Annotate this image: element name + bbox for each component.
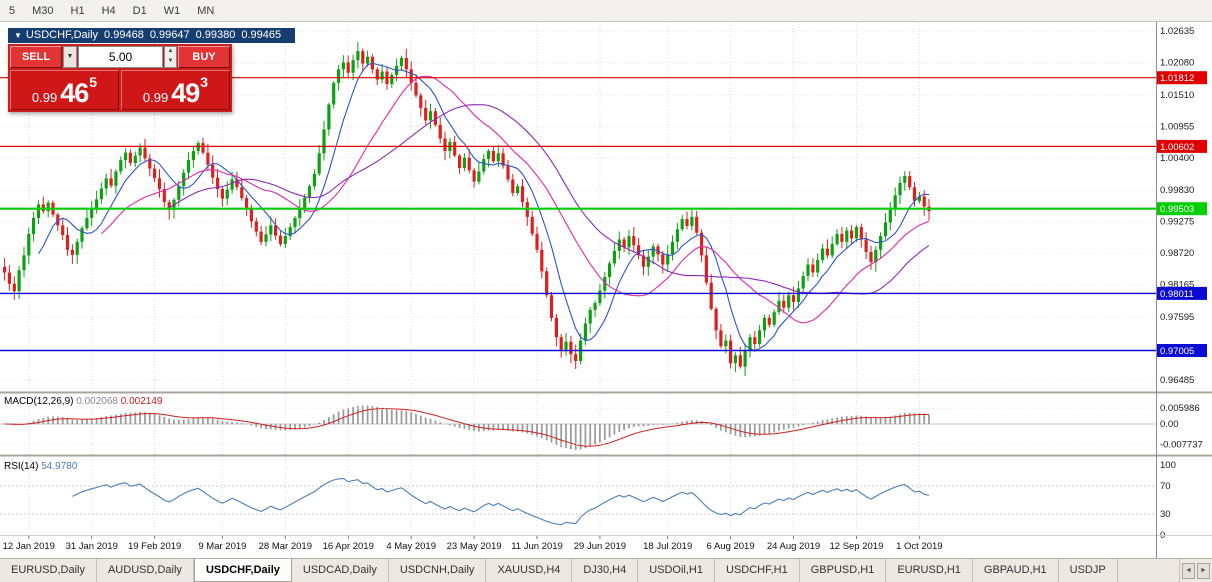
svg-text:0.00: 0.00 — [1160, 419, 1179, 430]
timeframe-button-h4[interactable]: H4 — [94, 3, 124, 19]
sell-button[interactable]: SELL — [10, 46, 62, 68]
ohlc-low: 0.99380 — [195, 29, 236, 41]
timeframe-button-d1[interactable]: D1 — [125, 3, 155, 19]
chart-tab-usdchf-daily[interactable]: USDCHF,Daily — [193, 559, 292, 582]
date-axis: 12 Jan 2019 31 Jan 2019 19 Feb 2019 9 Mar 2… — [3, 536, 943, 552]
volume-increase-button[interactable]: ▲ — [167, 48, 174, 54]
tabs-scroll-left-button[interactable]: ◄ — [1182, 562, 1195, 579]
rsi-label: RSI(14) 54.9780 — [4, 461, 78, 472]
chart-tab-usdjp[interactable]: USDJP — [1059, 559, 1118, 582]
svg-text:0.98011: 0.98011 — [1160, 289, 1194, 300]
sell-price-tile[interactable]: 0.99 46 5 — [10, 70, 119, 110]
timeframe-button-m30[interactable]: M30 — [24, 3, 61, 19]
svg-text:6 Aug 2019: 6 Aug 2019 — [707, 541, 755, 552]
svg-text:100: 100 — [1160, 460, 1176, 471]
macd-panel: 0.005986 0.00 -0.007737 MACD(12,26,9) 0.002… — [0, 396, 1203, 451]
svg-text:16 Apr 2019: 16 Apr 2019 — [323, 541, 374, 552]
chart-tab-gbpaud-h1[interactable]: GBPAUD,H1 — [973, 559, 1059, 582]
chart-tab-dj30-h4[interactable]: DJ30,H4 — [572, 559, 639, 582]
svg-text:0.98165: 0.98165 — [1160, 280, 1194, 291]
volume-input[interactable] — [78, 46, 163, 68]
svg-text:12 Jan 2019: 12 Jan 2019 — [3, 541, 55, 552]
bid-price-big-digits: 46 — [60, 78, 89, 108]
chart-tab-usdcad-daily[interactable]: USDCAD,Daily — [292, 559, 389, 582]
chart-tab-audusd-daily[interactable]: AUDUSD,Daily — [97, 559, 194, 582]
grid — [0, 22, 1156, 535]
chart-tab-usdchf-h1[interactable]: USDCHF,H1 — [715, 559, 800, 582]
svg-text:0.97595: 0.97595 — [1160, 312, 1194, 323]
ohlc-close: 0.99465 — [241, 29, 282, 41]
svg-text:1.01510: 1.01510 — [1160, 90, 1194, 101]
bid-price-prefix: 0.99 — [31, 90, 58, 105]
svg-text:0.99830: 0.99830 — [1160, 185, 1194, 196]
svg-text:70: 70 — [1160, 481, 1171, 492]
svg-text:30: 30 — [1160, 509, 1171, 520]
chart-tab-gbpusd-h1[interactable]: GBPUSD,H1 — [800, 559, 887, 582]
volume-decrease-button[interactable]: ▼ — [167, 58, 174, 64]
svg-text:4 May 2019: 4 May 2019 — [386, 541, 436, 552]
svg-text:1.02635: 1.02635 — [1160, 26, 1194, 37]
svg-text:0.99275: 0.99275 — [1160, 217, 1194, 228]
timeframe-button-w1[interactable]: W1 — [156, 3, 189, 19]
timeframe-toolbar: 5 M30 H1 H4 D1 W1 MN — [0, 0, 1212, 22]
svg-text:1.00955: 1.00955 — [1160, 121, 1194, 132]
moving-average-lines — [38, 62, 930, 352]
svg-text:0.99503: 0.99503 — [1160, 204, 1194, 215]
svg-text:19 Feb 2019: 19 Feb 2019 — [128, 541, 181, 552]
svg-text:23 May 2019: 23 May 2019 — [447, 541, 502, 552]
svg-text:-0.007737: -0.007737 — [1160, 440, 1203, 451]
timeframe-button-5[interactable]: 5 — [1, 3, 23, 19]
buy-price-tile[interactable]: 0.99 49 3 — [121, 70, 230, 110]
chart-tabs: EURUSD,Daily AUDUSD,Daily USDCHF,Daily USDC… — [0, 558, 1212, 582]
chart-tabs-strip: EURUSD,Daily AUDUSD,Daily USDCHF,Daily USDC… — [0, 559, 1212, 582]
chart-symbol-label: USDCHF,Daily — [25, 29, 99, 41]
svg-text:18 Jul 2019: 18 Jul 2019 — [643, 541, 692, 552]
chart-tab-usdcnh-daily[interactable]: USDCNH,Daily — [389, 559, 487, 582]
ohlc-open: 0.99468 — [104, 29, 144, 41]
timeframe-button-mn[interactable]: MN — [189, 3, 222, 19]
tabs-scroll-arrows: ◄ ► — [1179, 559, 1212, 582]
svg-text:0.96485: 0.96485 — [1160, 375, 1194, 386]
svg-text:1 Oct 2019: 1 Oct 2019 — [896, 541, 942, 552]
price-axis: 1.02635 1.02080 1.01510 1.00955 1.00400 0.998… — [1157, 26, 1207, 386]
svg-text:1.00400: 1.00400 — [1160, 153, 1194, 164]
chart-tab-usdoil-h1[interactable]: USDOil,H1 — [638, 559, 715, 582]
usdchf-daily-chart[interactable]: 0.005986 0.00 -0.007737 MACD(12,26,9) 0.002… — [0, 22, 1212, 558]
collapse-triangle-icon[interactable]: ▼ — [14, 31, 22, 40]
chart-ohlc-header: ▼ USDCHF,Daily 0.99468 0.99647 0.99380 0.9946… — [8, 28, 296, 43]
chart-tab-xauusd-h4[interactable]: XAUUSD,H4 — [486, 559, 573, 582]
svg-text:0.97005: 0.97005 — [1160, 346, 1194, 357]
svg-text:24 Aug 2019: 24 Aug 2019 — [767, 541, 820, 552]
chart-area: 0.005986 0.00 -0.007737 MACD(12,26,9) 0.002… — [0, 22, 1212, 558]
chevron-down-icon: ▼ — [66, 53, 74, 60]
ask-price-big-digits: 49 — [171, 78, 200, 108]
volume-stepper: ▲ ▼ — [164, 46, 177, 68]
tabs-scroll-right-button[interactable]: ► — [1197, 562, 1210, 579]
ask-price-pip-digit: 3 — [200, 74, 209, 90]
svg-text:0.98720: 0.98720 — [1160, 248, 1194, 259]
svg-text:1.00602: 1.00602 — [1160, 142, 1194, 153]
one-click-trading-panel: SELL ▼ ▲ ▼ BUY 0.99 46 5 0.99 — [8, 44, 232, 112]
svg-text:31 Jan 2019: 31 Jan 2019 — [66, 541, 118, 552]
horizontal-levels[interactable] — [0, 77, 1156, 352]
ohlc-high: 0.99647 — [149, 29, 190, 41]
macd-label: MACD(12,26,9) 0.002068 0.002149 — [4, 396, 163, 407]
svg-text:1.01812: 1.01812 — [1160, 73, 1194, 84]
ask-price-prefix: 0.99 — [142, 90, 169, 105]
bid-price-pip-digit: 5 — [89, 74, 98, 90]
chart-tab-eurusd-daily[interactable]: EURUSD,Daily — [0, 559, 97, 582]
svg-text:28 Mar 2019: 28 Mar 2019 — [259, 541, 312, 552]
svg-text:9 Mar 2019: 9 Mar 2019 — [198, 541, 246, 552]
buy-button[interactable]: BUY — [178, 46, 230, 68]
svg-text:29 Jun 2019: 29 Jun 2019 — [574, 541, 626, 552]
svg-text:12 Sep 2019: 12 Sep 2019 — [829, 541, 883, 552]
chart-tab-eurusd-h1[interactable]: EURUSD,H1 — [886, 559, 973, 582]
svg-text:11 Jun 2019: 11 Jun 2019 — [511, 541, 563, 552]
volume-dropdown-button[interactable]: ▼ — [63, 46, 77, 68]
timeframe-button-h1[interactable]: H1 — [63, 3, 93, 19]
svg-text:1.02080: 1.02080 — [1160, 58, 1194, 69]
svg-text:0.005986: 0.005986 — [1160, 403, 1200, 414]
